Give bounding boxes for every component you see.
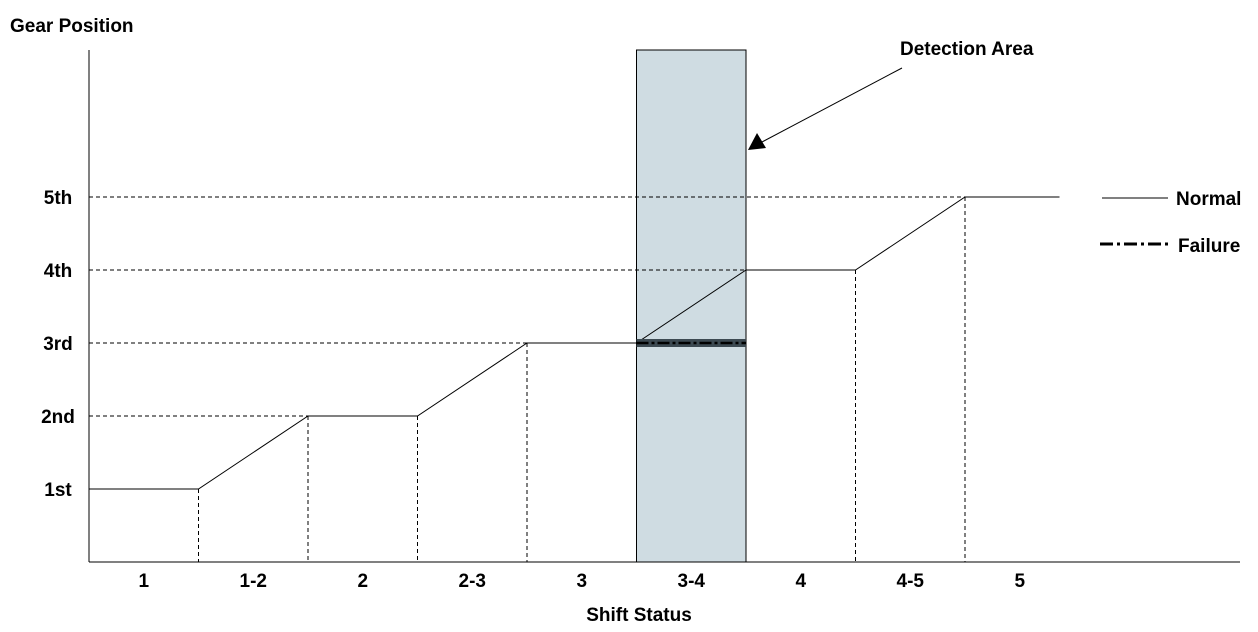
x-tick-1-2: 1-2: [240, 571, 267, 592]
y-tick-2nd: 2nd: [41, 407, 75, 428]
x-tick-labels: 1 1-2 2 2-3 3 3-4 4 4-5 5: [138, 571, 1025, 592]
x-tick-2-3: 2-3: [459, 571, 486, 592]
y-tick-5th: 5th: [44, 188, 73, 209]
vertical-gridlines: [198, 197, 966, 562]
detection-area-label: Detection Area: [900, 39, 1034, 60]
x-tick-4: 4: [795, 571, 806, 592]
x-tick-4-5: 4-5: [897, 571, 925, 592]
x-tick-5: 5: [1014, 571, 1025, 592]
failure-segment-bar: [636, 339, 746, 347]
series-failure: [636, 339, 746, 347]
y-tick-1st: 1st: [44, 480, 72, 501]
y-tick-4th: 4th: [44, 261, 73, 282]
legend-failure-label: Failure: [1178, 236, 1240, 257]
horizontal-gridlines: [89, 196, 965, 417]
x-axis-title: Shift Status: [586, 605, 692, 626]
x-tick-3-4: 3-4: [678, 571, 706, 592]
detection-arrow-line: [761, 67, 903, 143]
x-tick-3: 3: [576, 571, 587, 592]
x-tick-2: 2: [357, 571, 368, 592]
detection-arrow-head: [748, 133, 766, 150]
y-tick-labels: 1st 2nd 3rd 4th 5th: [41, 188, 75, 501]
y-tick-3rd: 3rd: [43, 334, 73, 355]
series-normal-line: [89, 196, 1060, 490]
legend-normal-label: Normal: [1176, 189, 1241, 210]
y-axis-title: Gear Position: [10, 16, 134, 37]
x-tick-1: 1: [138, 571, 149, 592]
